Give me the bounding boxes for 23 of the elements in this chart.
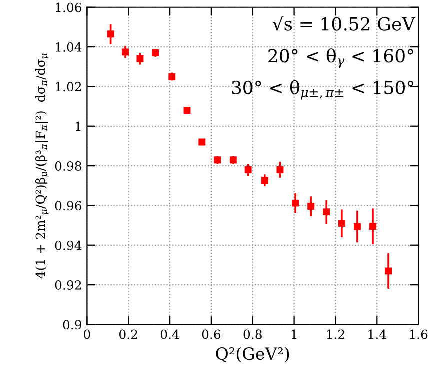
x-tick-label: 0 (84, 330, 90, 340)
annotation: √s = 10.52 GeV (272, 16, 416, 31)
y-tick-label: 0.98 (55, 162, 82, 171)
y-tick-label: 1.06 (56, 2, 82, 12)
x-tick-label: 0.4 (160, 330, 180, 340)
x-tick-label: 0.6 (202, 330, 221, 340)
y-tick-label: 0.9 (63, 320, 82, 330)
y-tick-label: 0.94 (55, 240, 82, 250)
x-tick-label: 1.2 (327, 330, 344, 340)
y-tick-label: 0.92 (55, 280, 82, 290)
y-tick-label: 1.02 (56, 82, 82, 92)
y-tick-label: 1.04 (56, 42, 82, 52)
annotation: 30° < θ$_{μ±,π±}$ < 150° (232, 80, 414, 100)
x-axis-title: Q²(GeV²) (216, 347, 290, 363)
y-tick-label: 0.96 (55, 201, 82, 211)
y-tick-label: 1 (76, 122, 81, 132)
x-tick-label: 0.8 (244, 330, 262, 340)
x-tick-label: 1 (292, 330, 296, 340)
x-tick-label: 0.2 (120, 330, 138, 340)
x-tick-label: 1.6 (410, 330, 428, 340)
text: 4(1 + 2m²$_{μ}$/Q²)β$_{μ}$/(β³$_{π}$|F$_{π}$|²) dσ$_{π}$/dσ$_{μ}$ (35, 54, 49, 279)
annotation: 20° < θ$_{γ}$ < 160° (268, 48, 414, 68)
x-tick-label: 1.4 (368, 330, 386, 340)
